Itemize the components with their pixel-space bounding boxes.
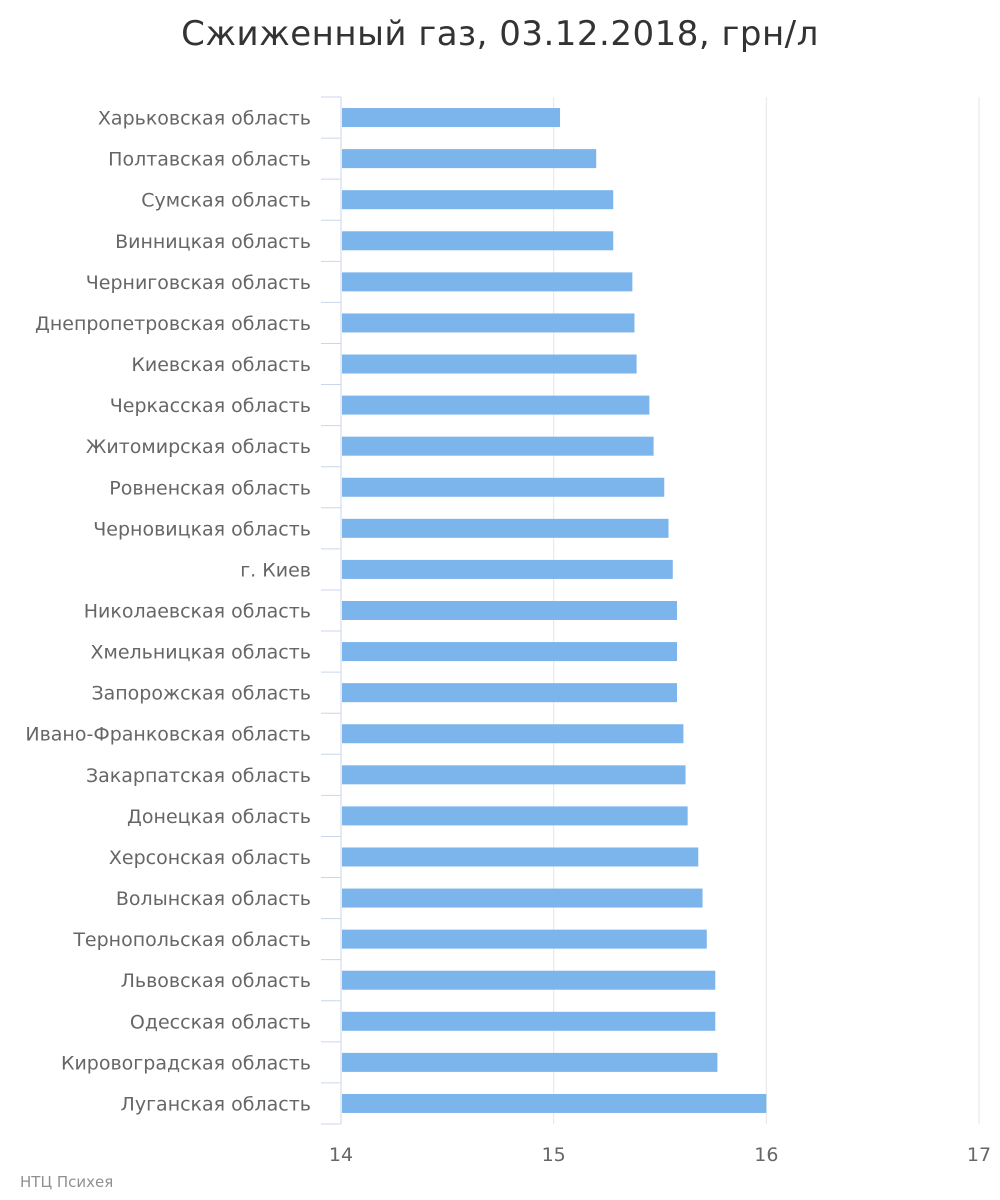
- bar: [342, 272, 633, 292]
- chart-title: Сжиженный газ, 03.12.2018, грн/л: [181, 14, 819, 54]
- category-label: Кировоградская область: [61, 1052, 311, 1074]
- category-label: Хмельницкая область: [90, 642, 311, 664]
- category-label: г. Киев: [240, 559, 311, 581]
- category-label: Черкасская область: [110, 395, 311, 417]
- category-label: Полтавская область: [108, 149, 311, 171]
- x-tick-label: 15: [542, 1144, 566, 1166]
- bar: [342, 190, 614, 210]
- category-label: Херсонская область: [109, 847, 311, 869]
- category-label: Запорожская область: [91, 683, 311, 705]
- bar: [342, 642, 678, 662]
- category-label: Сумская область: [141, 190, 311, 212]
- category-label: Львовская область: [121, 970, 311, 992]
- bar: [342, 436, 654, 456]
- bar: [342, 806, 688, 826]
- credit-label: НТЦ Психея: [20, 1173, 114, 1191]
- bar: [342, 518, 669, 538]
- bar: [342, 477, 665, 497]
- bar: [342, 1052, 718, 1072]
- category-label: Донецкая область: [127, 806, 311, 828]
- category-label: Закарпатская область: [86, 765, 311, 787]
- bar: [342, 313, 635, 333]
- bar: [342, 765, 686, 785]
- bar: [342, 108, 561, 128]
- bar: [342, 847, 699, 867]
- category-label: Ровненская область: [109, 477, 311, 499]
- x-tick-label: 14: [329, 1144, 353, 1166]
- category-label: Ивано-Франковская область: [25, 724, 311, 746]
- bar: [342, 354, 637, 374]
- category-label: Житомирская область: [86, 436, 311, 458]
- bar: [342, 683, 678, 703]
- bar: [342, 970, 716, 990]
- bar: [342, 149, 597, 169]
- category-label: Черниговская область: [86, 272, 311, 294]
- category-label: Одесская область: [130, 1011, 311, 1033]
- category-label: Луганская область: [121, 1093, 311, 1115]
- category-label: Харьковская область: [98, 108, 311, 130]
- bar: [342, 1093, 767, 1113]
- bar: [342, 559, 673, 579]
- category-label: Волынская область: [116, 888, 311, 910]
- x-tick-label: 17: [967, 1144, 991, 1166]
- category-label: Днепропетровская область: [35, 313, 311, 335]
- x-tick-label: 16: [754, 1144, 778, 1166]
- category-label: Винницкая область: [115, 231, 311, 253]
- bar: [342, 888, 703, 908]
- category-label: Киевская область: [131, 354, 311, 376]
- category-label: Николаевская область: [84, 601, 311, 623]
- category-label: Черновицкая область: [93, 518, 311, 540]
- bar: [342, 724, 684, 744]
- bar: [342, 395, 650, 415]
- category-label: Тернопольская область: [72, 929, 311, 951]
- bar: [342, 231, 614, 251]
- bar: [342, 929, 707, 949]
- bar: [342, 601, 678, 620]
- bar: [342, 1011, 716, 1031]
